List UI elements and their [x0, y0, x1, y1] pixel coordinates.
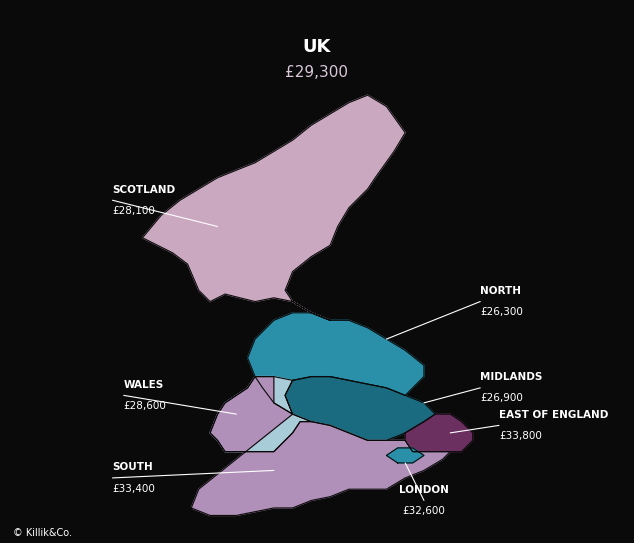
Text: EAST OF ENGLAND: EAST OF ENGLAND — [499, 410, 609, 420]
Polygon shape — [210, 377, 311, 452]
Text: £26,900: £26,900 — [480, 394, 523, 403]
Text: UK: UK — [303, 38, 331, 56]
Text: £32,600: £32,600 — [403, 506, 445, 516]
Text: £28,600: £28,600 — [124, 401, 167, 411]
Text: NORTH: NORTH — [480, 286, 521, 296]
Polygon shape — [285, 377, 435, 440]
Text: © Killik&Co.: © Killik&Co. — [13, 528, 72, 538]
Text: SCOTLAND: SCOTLAND — [112, 185, 176, 194]
Text: £28,100: £28,100 — [112, 206, 155, 216]
Text: £26,300: £26,300 — [480, 307, 523, 317]
Text: MIDLANDS: MIDLANDS — [480, 372, 543, 382]
Polygon shape — [248, 313, 424, 414]
Text: £29,300: £29,300 — [285, 65, 349, 80]
Text: £33,400: £33,400 — [112, 484, 155, 494]
Text: SOUTH: SOUTH — [112, 462, 153, 472]
Polygon shape — [405, 414, 473, 452]
Text: WALES: WALES — [124, 380, 164, 390]
Polygon shape — [191, 377, 450, 515]
Text: £33,800: £33,800 — [499, 431, 542, 441]
Polygon shape — [143, 95, 405, 320]
Polygon shape — [386, 448, 424, 463]
Text: LONDON: LONDON — [399, 485, 449, 495]
